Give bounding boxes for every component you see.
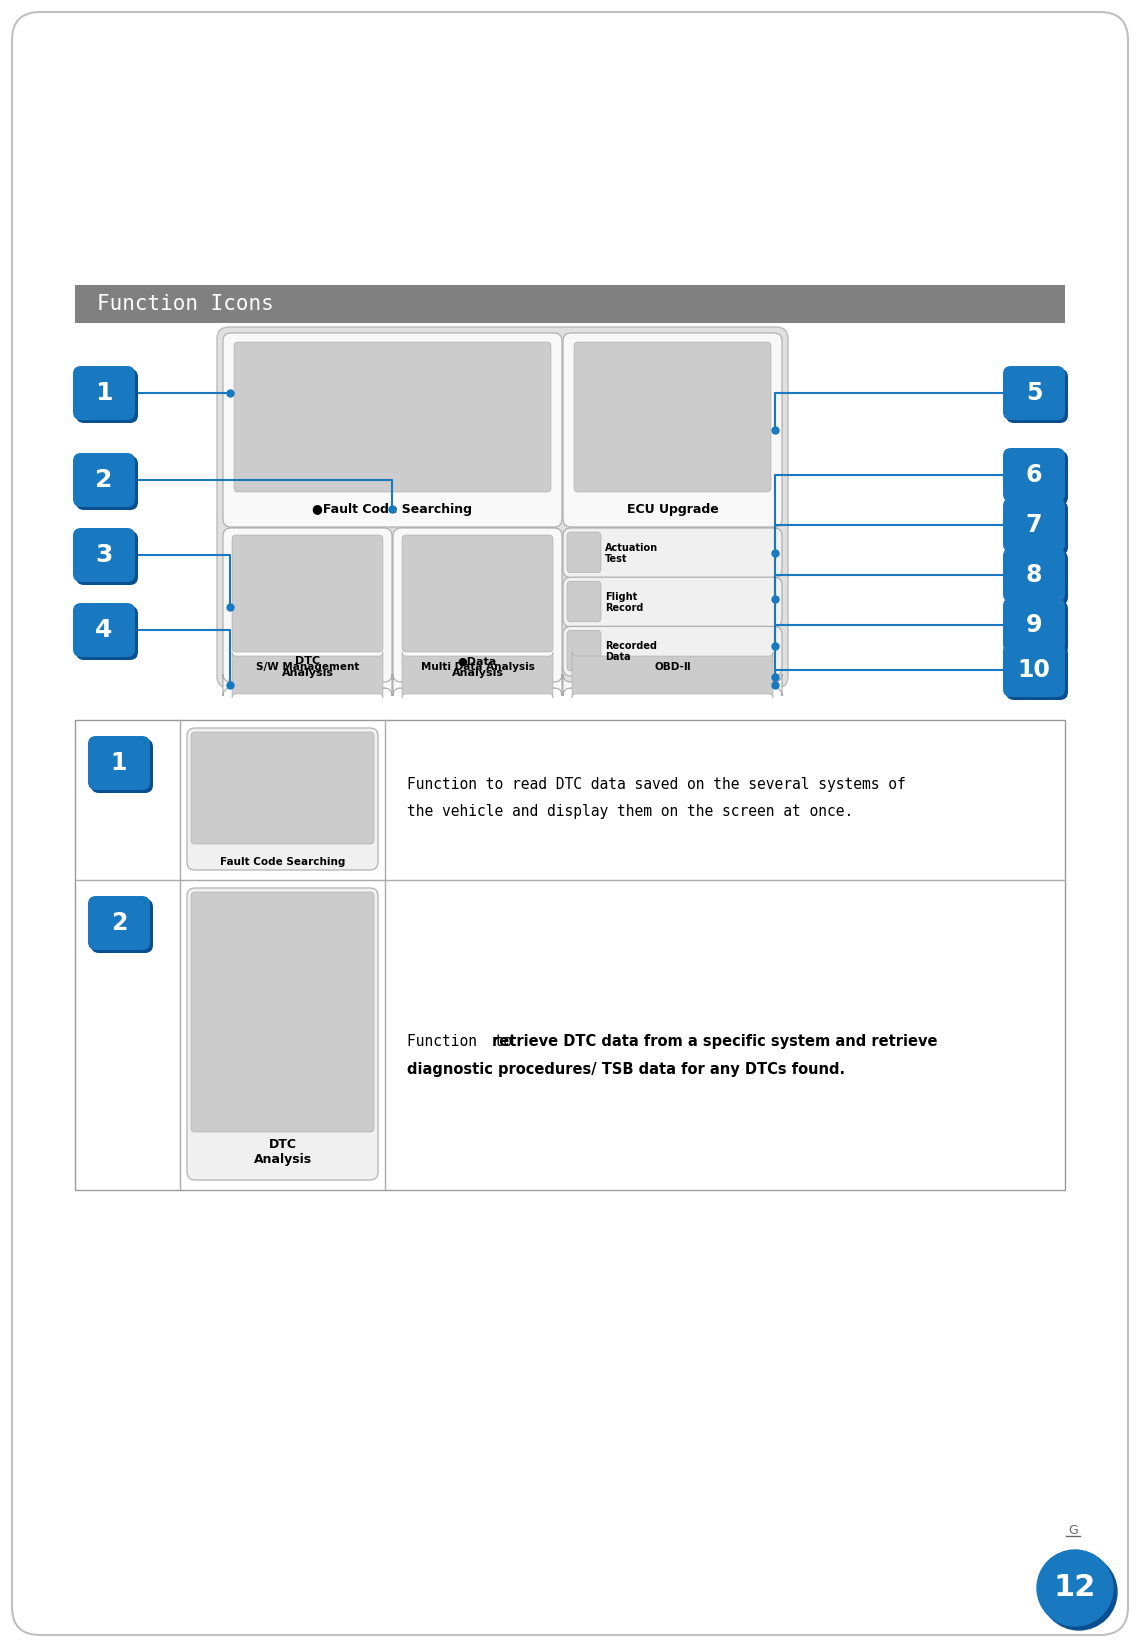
Text: 12: 12 — [1053, 1573, 1097, 1603]
FancyBboxPatch shape — [75, 285, 1065, 323]
FancyBboxPatch shape — [91, 899, 153, 954]
FancyBboxPatch shape — [572, 652, 773, 698]
Text: 4: 4 — [96, 618, 113, 642]
FancyBboxPatch shape — [1003, 598, 1065, 652]
FancyBboxPatch shape — [73, 529, 135, 581]
FancyBboxPatch shape — [73, 366, 135, 420]
FancyBboxPatch shape — [567, 581, 601, 623]
FancyBboxPatch shape — [1003, 366, 1065, 420]
FancyBboxPatch shape — [1005, 451, 1068, 506]
Text: 7: 7 — [1026, 512, 1042, 537]
Text: Fault Code Searching: Fault Code Searching — [220, 856, 345, 866]
FancyBboxPatch shape — [402, 652, 553, 698]
FancyBboxPatch shape — [223, 529, 392, 687]
Text: 2: 2 — [96, 468, 113, 492]
FancyBboxPatch shape — [76, 530, 138, 585]
Text: 5: 5 — [1026, 380, 1042, 405]
Text: Multi Data Analysis: Multi Data Analysis — [421, 662, 535, 672]
FancyBboxPatch shape — [88, 896, 150, 950]
Text: DTC
Analysis: DTC Analysis — [253, 1138, 311, 1166]
Text: 9: 9 — [1026, 613, 1042, 637]
Text: ●Data
Analysis: ●Data Analysis — [451, 656, 504, 679]
Text: ECU Upgrade: ECU Upgrade — [627, 502, 718, 516]
FancyBboxPatch shape — [233, 652, 383, 698]
Text: ●Fault Code Searching: ●Fault Code Searching — [312, 502, 472, 516]
Text: Flight
Record: Flight Record — [605, 591, 643, 613]
FancyBboxPatch shape — [1003, 448, 1065, 502]
FancyBboxPatch shape — [563, 626, 782, 675]
FancyBboxPatch shape — [192, 893, 374, 1131]
Text: 6: 6 — [1026, 463, 1042, 488]
FancyBboxPatch shape — [563, 333, 782, 527]
Text: 10: 10 — [1018, 659, 1050, 682]
Text: diagnostic procedures/ TSB data for any DTCs found.: diagnostic procedures/ TSB data for any … — [407, 1062, 845, 1077]
FancyBboxPatch shape — [88, 736, 150, 791]
FancyBboxPatch shape — [567, 631, 601, 670]
FancyBboxPatch shape — [563, 529, 782, 578]
FancyBboxPatch shape — [192, 731, 374, 843]
Text: 8: 8 — [1026, 563, 1042, 586]
Text: S/W Management: S/W Management — [255, 662, 359, 672]
FancyBboxPatch shape — [1005, 369, 1068, 423]
FancyBboxPatch shape — [91, 740, 153, 792]
Text: G: G — [1068, 1523, 1078, 1537]
Text: Function Icons: Function Icons — [97, 295, 274, 315]
FancyBboxPatch shape — [563, 576, 782, 628]
FancyBboxPatch shape — [563, 674, 782, 697]
FancyBboxPatch shape — [187, 888, 378, 1179]
Text: OBD-Ⅱ: OBD-Ⅱ — [654, 662, 691, 672]
FancyBboxPatch shape — [1003, 548, 1065, 603]
FancyBboxPatch shape — [575, 343, 771, 492]
FancyBboxPatch shape — [1003, 497, 1065, 552]
FancyBboxPatch shape — [223, 333, 562, 527]
Text: 1: 1 — [96, 380, 113, 405]
Text: Recorded
Data: Recorded Data — [605, 641, 657, 662]
FancyBboxPatch shape — [234, 343, 551, 492]
FancyBboxPatch shape — [76, 369, 138, 423]
FancyBboxPatch shape — [1005, 646, 1068, 700]
FancyBboxPatch shape — [187, 728, 378, 870]
FancyBboxPatch shape — [217, 328, 788, 688]
FancyBboxPatch shape — [1005, 552, 1068, 604]
FancyBboxPatch shape — [1003, 642, 1065, 697]
Text: 1: 1 — [111, 751, 128, 776]
FancyBboxPatch shape — [223, 674, 392, 697]
FancyBboxPatch shape — [393, 529, 562, 687]
Circle shape — [1041, 1555, 1117, 1631]
FancyBboxPatch shape — [567, 532, 601, 573]
FancyBboxPatch shape — [393, 674, 562, 697]
FancyBboxPatch shape — [402, 535, 553, 652]
FancyBboxPatch shape — [75, 720, 1065, 1191]
Text: 2: 2 — [111, 911, 128, 935]
Circle shape — [1037, 1550, 1113, 1626]
FancyBboxPatch shape — [76, 456, 138, 511]
FancyBboxPatch shape — [73, 453, 135, 507]
Text: retrieve DTC data from a specific system and retrieve: retrieve DTC data from a specific system… — [491, 1034, 937, 1049]
FancyBboxPatch shape — [1005, 601, 1068, 656]
Text: Function  to: Function to — [407, 1034, 521, 1049]
Text: DTC
Analysis: DTC Analysis — [282, 656, 334, 679]
Text: 3: 3 — [96, 544, 113, 567]
FancyBboxPatch shape — [73, 603, 135, 657]
Text: Actuation
Test: Actuation Test — [605, 542, 658, 565]
FancyBboxPatch shape — [233, 535, 383, 652]
FancyBboxPatch shape — [76, 606, 138, 660]
FancyBboxPatch shape — [1005, 501, 1068, 555]
FancyBboxPatch shape — [13, 12, 1127, 1635]
Text: Function to read DTC data saved on the several systems of
the vehicle and displa: Function to read DTC data saved on the s… — [407, 777, 906, 819]
